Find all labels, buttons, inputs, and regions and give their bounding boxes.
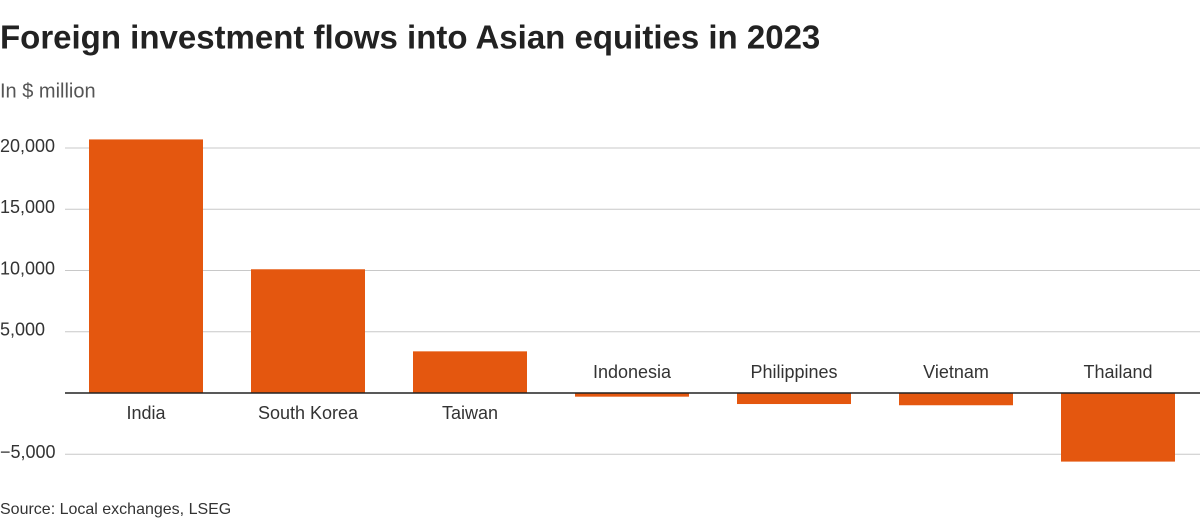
y-tick-label: 5,000 bbox=[0, 320, 45, 340]
y-tick-label: −5,000 bbox=[0, 442, 56, 462]
y-tick-label: 10,000 bbox=[0, 258, 55, 278]
source-note: Source: Local exchanges, LSEG bbox=[0, 501, 231, 518]
x-tick-label: India bbox=[126, 403, 166, 423]
bar bbox=[89, 139, 203, 393]
y-tick-label: 20,000 bbox=[0, 136, 55, 156]
bar bbox=[413, 351, 527, 393]
chart-title: Foreign investment flows into Asian equi… bbox=[0, 19, 820, 56]
chart-subtitle: In $ million bbox=[0, 80, 96, 102]
x-tick-label: Philippines bbox=[750, 362, 837, 382]
x-tick-label: Vietnam bbox=[923, 362, 989, 382]
bar bbox=[575, 393, 689, 397]
x-tick-label: Thailand bbox=[1083, 362, 1152, 382]
bar bbox=[251, 269, 365, 393]
bar bbox=[737, 393, 851, 405]
y-tick-label: 15,000 bbox=[0, 197, 55, 217]
x-tick-label: Indonesia bbox=[593, 362, 672, 382]
x-tick-label: South Korea bbox=[258, 403, 359, 423]
x-tick-label: Taiwan bbox=[442, 403, 498, 423]
bar bbox=[899, 393, 1013, 406]
bar bbox=[1061, 393, 1175, 462]
